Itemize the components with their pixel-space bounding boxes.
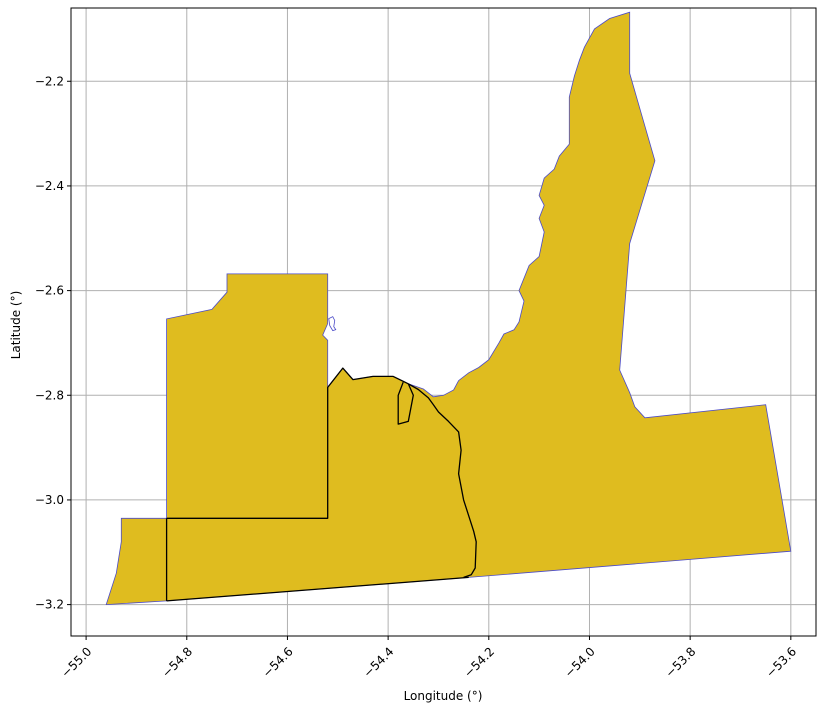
y-tick-label: −3.0 — [35, 493, 64, 507]
y-tick-label: −2.6 — [35, 284, 64, 298]
y-tick-label: −2.4 — [35, 179, 64, 193]
y-tick-label: −2.8 — [35, 388, 64, 402]
y-tick-label: −3.2 — [35, 598, 64, 612]
y-axis-label: Latitude (°) — [9, 291, 23, 360]
x-axis-label: Longitude (°) — [404, 689, 483, 703]
y-tick-label: −2.2 — [35, 74, 64, 88]
